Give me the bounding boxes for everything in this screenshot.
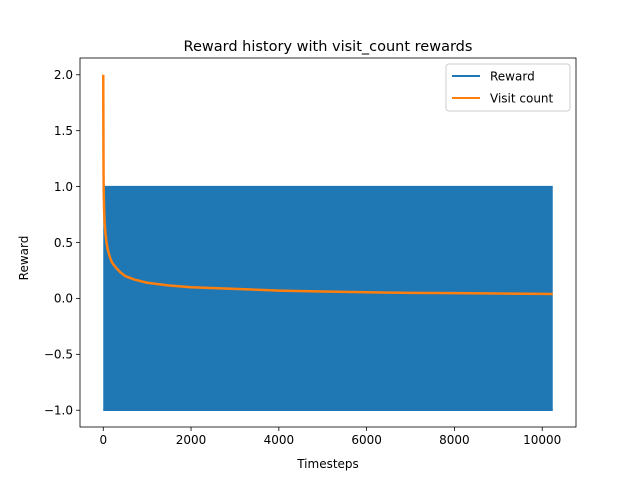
y-tick-label: 2.0 (54, 68, 73, 82)
x-tick-label: 8000 (439, 433, 470, 447)
y-tick-label: 0.5 (54, 236, 73, 250)
x-tick-label: 0 (99, 433, 107, 447)
x-tick-label: 6000 (351, 433, 382, 447)
x-tick-label: 4000 (264, 433, 295, 447)
axes: 0 2000 4000 6000 8000 10000 −1.0 −0.5 0.0 0.5 1.0 1… (44, 57, 577, 447)
y-tick-label: 1.0 (54, 180, 73, 194)
y-tick-label: −0.5 (44, 348, 73, 362)
plot-area (102, 74, 553, 411)
x-tick-label: 10000 (523, 433, 561, 447)
y-axis-label: Reward (17, 236, 31, 281)
x-tick-label: 2000 (176, 433, 207, 447)
y-tick-label: 1.5 (54, 124, 73, 138)
visit-count-series-line (102, 74, 553, 296)
reward-series-band (103, 186, 553, 411)
chart-title: Reward history with visit_count rewards (184, 39, 473, 55)
legend-label-reward: Reward (490, 70, 535, 84)
legend: Reward Visit count (445, 63, 571, 112)
y-tick-label: −1.0 (44, 404, 73, 418)
legend-label-visit-count: Visit count (490, 92, 554, 106)
x-axis-label: Timesteps (296, 457, 359, 471)
y-tick-label: 0.0 (54, 292, 73, 306)
